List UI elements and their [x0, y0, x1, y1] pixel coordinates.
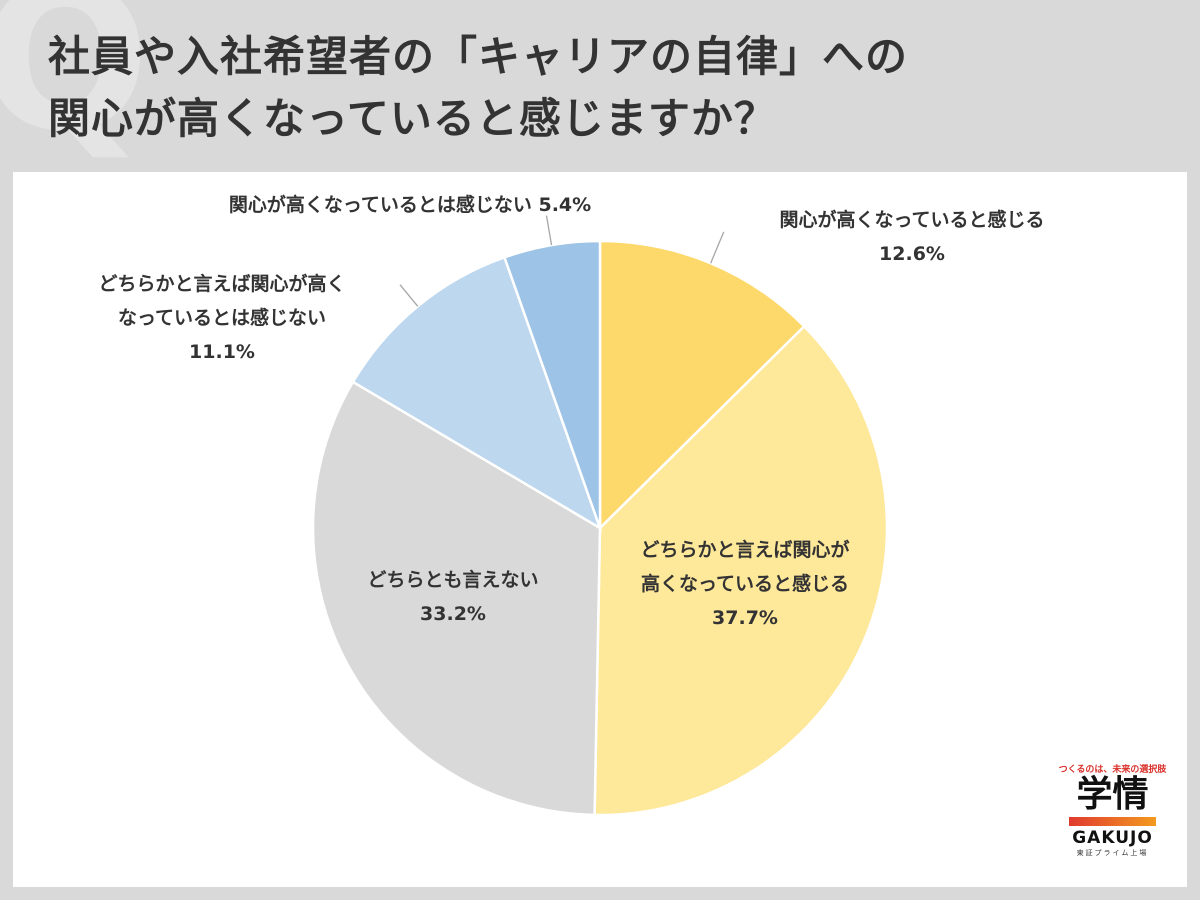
logo-tagline: つくるのは、未来の選択肢 — [1058, 765, 1167, 775]
gakujo-logo: つくるのは、未来の選択肢 学情 GAKUJO 東証プライム上場 — [1055, 762, 1170, 858]
background-question-mark: Q — [0, 0, 151, 176]
slice-1-label: 関心が高くなっていると感じる — [779, 208, 1044, 231]
slice-3-label: どちらとも言えない — [367, 568, 538, 591]
slice-4-label: どちらかと言えば関心が高く — [98, 272, 345, 295]
chart-title: 社員や入社希望者の「キャリアの自律」への 関心が高くなっていると感じますか？ — [48, 26, 1178, 150]
logo-kanji: 学情 — [1076, 774, 1149, 815]
slice-4-percent: 11.1% — [189, 341, 255, 363]
logo-color-bar — [1069, 817, 1156, 826]
slice-2-percent: 37.7% — [712, 607, 778, 629]
slice-3-percent: 33.2% — [420, 603, 486, 625]
title-line-1: 社員や入社希望者の「キャリアの自律」への — [48, 32, 909, 81]
slice-2-label: 高くなっていると感じる — [641, 572, 849, 595]
leader-line-1 — [710, 231, 725, 264]
slice-4-label: なっているとは感じない — [118, 306, 326, 329]
pie-slice-5 — [502, 239, 602, 529]
slice-1-percent: 12.6% — [879, 243, 945, 265]
logo-subtext: 東証プライム上場 — [1076, 849, 1149, 857]
pie-slice-2 — [593, 324, 889, 817]
slice-2-label: どちらかと言えば関心が — [640, 538, 849, 561]
pie-slice-4 — [351, 255, 603, 531]
slice-5-label: 関心が高くなっているとは感じない 5.4% — [229, 193, 591, 216]
pie-slice-3 — [311, 380, 602, 817]
leader-line-4 — [399, 284, 419, 307]
logo-name: GAKUJO — [1072, 828, 1153, 848]
title-line-2: 関心が高くなっていると感じますか？ — [48, 94, 777, 143]
pie-slice-1 — [598, 239, 806, 531]
leader-line-5 — [545, 215, 553, 246]
